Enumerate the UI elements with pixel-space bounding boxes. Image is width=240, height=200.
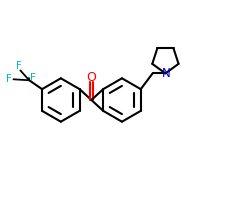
Text: N: N xyxy=(162,67,170,80)
Text: F: F xyxy=(16,61,22,71)
Text: O: O xyxy=(86,71,96,84)
Text: F: F xyxy=(6,74,12,84)
Text: F: F xyxy=(30,73,36,83)
